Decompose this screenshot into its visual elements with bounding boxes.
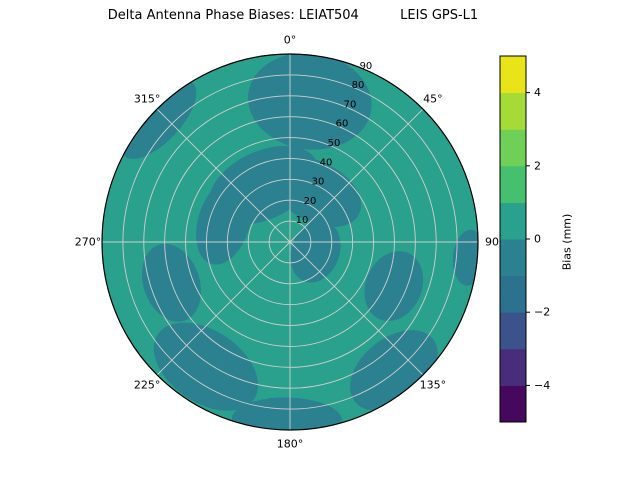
colorbar-band: [500, 129, 526, 167]
grid-spoke: [156, 241, 291, 376]
colorbar-band: [500, 275, 526, 313]
colorbar-band: [500, 312, 526, 350]
grid-spoke: [289, 108, 424, 243]
colorbar-band: [500, 202, 526, 240]
zenith-tick-label: 80: [352, 80, 365, 91]
colorbar-band: [500, 56, 526, 94]
zenith-tick-label: 30: [312, 177, 325, 188]
zenith-tick-label: 40: [320, 157, 333, 168]
zenith-tick-label: 60: [336, 119, 349, 130]
colorbar-band: [500, 239, 526, 277]
bias-region: [153, 322, 259, 411]
colorbar-tick-label: 2: [534, 159, 541, 172]
bias-region: [364, 251, 424, 321]
azimuth-tick-label: 135°: [420, 378, 447, 391]
colorbar-tick-label: 4: [534, 86, 541, 99]
bias-region: [196, 179, 253, 265]
zenith-tick-label: 90: [360, 61, 373, 72]
colorbar: 4 2 0 −2 −4 Bias (mm): [499, 55, 574, 423]
bias-region: [290, 220, 341, 283]
zenith-tick-label: 50: [328, 138, 341, 149]
plot-boundary: [101, 53, 479, 431]
colorbar-band: [500, 348, 526, 386]
grid-spoke: [289, 241, 424, 376]
colorbar-axis-label: Bias (mm): [561, 214, 574, 271]
colorbar-tick-label: −2: [534, 306, 550, 319]
colorbar-band: [500, 165, 526, 203]
colorbar-band: [500, 385, 526, 423]
colorbar-tick-label: 0: [534, 233, 541, 246]
colorbar-tick-label: −4: [534, 379, 550, 392]
azimuth-tick-label: 0°: [284, 34, 297, 47]
azimuth-tick-label: 315°: [134, 93, 161, 106]
bias-region: [271, 157, 362, 227]
polar-grid: [102, 54, 478, 430]
azimuth-tick-label: 180°: [277, 438, 304, 451]
azimuth-tick-label: 270°: [75, 236, 102, 249]
zenith-tick-label: 70: [344, 99, 357, 110]
chart-title: Delta Antenna Phase Biases: LEIAT504 LEI…: [107, 8, 479, 23]
colorbar-band: [500, 92, 526, 130]
azimuth-tick-label: 90: [485, 236, 499, 249]
zenith-tick-label: 20: [304, 196, 317, 207]
grid-spoke: [156, 108, 291, 243]
bias-region: [231, 397, 342, 430]
azimuth-tick-label: 225°: [134, 378, 161, 391]
bias-region: [248, 54, 372, 150]
zenith-tick-label: 10: [296, 215, 309, 226]
bias-region: [120, 79, 197, 160]
azimuth-tick-label: 45°: [423, 93, 443, 106]
